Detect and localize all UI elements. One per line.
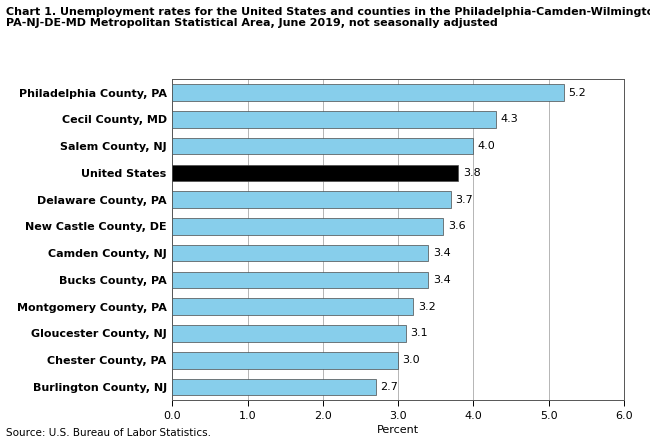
Text: Source: U.S. Bureau of Labor Statistics.: Source: U.S. Bureau of Labor Statistics.	[6, 428, 211, 438]
Text: 3.0: 3.0	[402, 355, 421, 365]
Text: 2.7: 2.7	[380, 382, 398, 392]
Bar	[172, 352, 398, 369]
Text: 3.8: 3.8	[463, 168, 480, 178]
Text: 3.2: 3.2	[418, 302, 436, 312]
Text: 3.7: 3.7	[456, 194, 473, 205]
Bar	[172, 379, 376, 395]
Bar	[172, 191, 451, 208]
Bar	[172, 165, 458, 181]
Bar	[172, 84, 564, 101]
Text: 4.3: 4.3	[500, 114, 518, 125]
Text: Chart 1. Unemployment rates for the United States and counties in the Philadelph: Chart 1. Unemployment rates for the Unit…	[6, 7, 650, 28]
Bar	[172, 138, 473, 154]
X-axis label: Percent: Percent	[377, 425, 419, 435]
Bar	[172, 111, 496, 128]
Text: 4.0: 4.0	[478, 141, 496, 151]
Bar	[172, 325, 406, 342]
Text: 3.6: 3.6	[448, 221, 465, 231]
Bar	[172, 271, 428, 288]
Text: 3.4: 3.4	[433, 248, 450, 258]
Bar	[172, 245, 428, 261]
Text: 3.4: 3.4	[433, 275, 450, 285]
Bar	[172, 218, 443, 235]
Text: 3.1: 3.1	[410, 329, 428, 338]
Bar	[172, 298, 413, 315]
Text: 5.2: 5.2	[568, 88, 586, 98]
